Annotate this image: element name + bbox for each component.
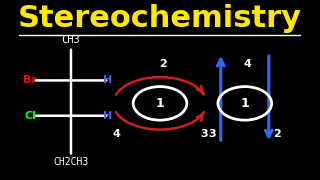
- Text: 4: 4: [112, 129, 120, 139]
- Text: Br: Br: [23, 75, 37, 86]
- Text: 1: 1: [156, 97, 164, 110]
- Text: 3: 3: [200, 129, 208, 139]
- Text: 2: 2: [273, 129, 281, 139]
- Text: CH3: CH3: [62, 35, 80, 45]
- Text: Cl: Cl: [24, 111, 36, 121]
- Text: 3: 3: [208, 129, 216, 139]
- Text: H: H: [103, 75, 112, 86]
- Text: 4: 4: [244, 59, 252, 69]
- Text: H: H: [103, 111, 112, 121]
- Text: 1: 1: [240, 97, 249, 110]
- Text: Stereochemistry: Stereochemistry: [18, 4, 302, 33]
- Text: CH2CH3: CH2CH3: [53, 157, 89, 167]
- Text: 2: 2: [159, 59, 167, 69]
